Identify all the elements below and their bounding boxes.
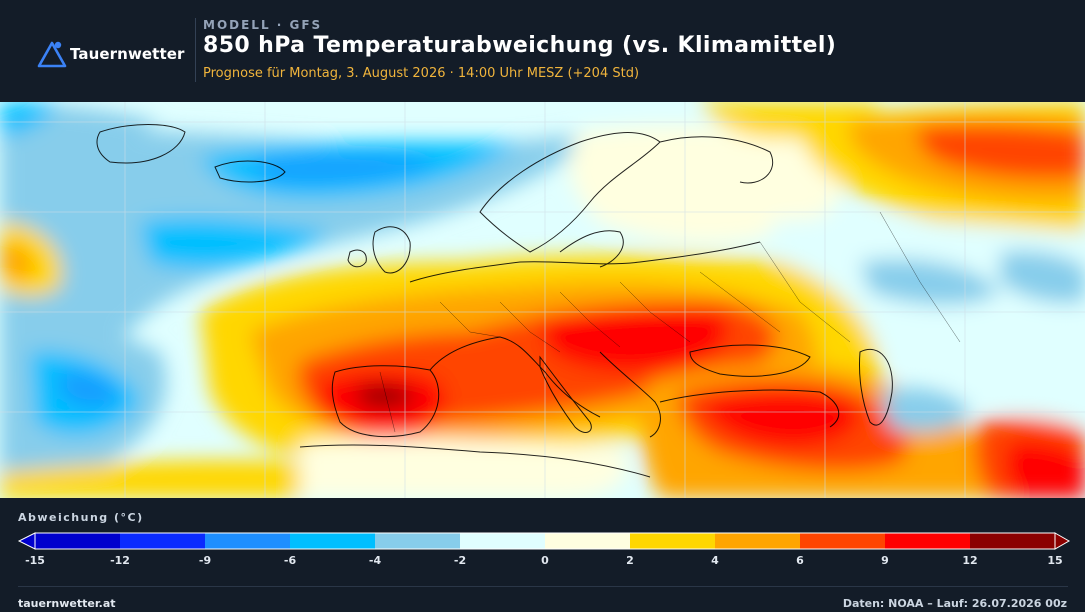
colorbar-bin	[460, 533, 546, 549]
legend-tick-label: 4	[711, 554, 719, 567]
legend: Abweichung (°C) -15 -12 -9 -6 -4 -2 0 2 4 6 9 12 15 …	[0, 498, 1085, 612]
colorbar-bin	[120, 533, 206, 549]
colorbar-bin	[715, 533, 801, 549]
legend-tick-label: -15	[25, 554, 45, 567]
colorbar-bin	[970, 533, 1056, 549]
colorbar-bin	[630, 533, 716, 549]
colorbar-bin	[35, 533, 121, 549]
data-credit: Daten: NOAA – Lauf: 26.07.2026 00z	[842, 597, 1067, 610]
colorbar-bin	[375, 533, 461, 549]
brand-name: Tauernwetter	[70, 45, 185, 63]
legend-tick-label: 2	[626, 554, 634, 567]
legend-tick-label: -6	[283, 554, 297, 567]
coastlines	[96, 124, 893, 478]
colorbar-bin	[205, 533, 291, 549]
colorbar-extend-low	[17, 532, 36, 550]
site-link[interactable]: tauernwetter.at	[18, 597, 116, 610]
country-borders	[379, 211, 961, 433]
legend-tick-label: 15	[1047, 554, 1063, 567]
page-title: 850 hPa Temperaturabweichung (vs. Klimam…	[203, 33, 837, 58]
legend-title: Abweichung (°C)	[18, 511, 144, 524]
model-label: MODELL · GFS	[203, 18, 323, 32]
header: Tauernwetter MODELL · GFS 850 hPa Temper…	[0, 0, 1085, 102]
legend-tick-label: -12	[110, 554, 130, 567]
map-canvas	[0, 102, 1085, 498]
header-divider	[195, 18, 196, 82]
colorbar-extend-high	[1054, 532, 1070, 550]
legend-tick-label: 9	[881, 554, 889, 567]
colorbar-bin	[885, 533, 971, 549]
anomaly-map[interactable]	[0, 102, 1085, 498]
legend-tick-label: -4	[368, 554, 382, 567]
colorbar-bin	[290, 533, 376, 549]
anomaly-field	[0, 102, 1085, 498]
colorbar-bin	[545, 533, 631, 549]
forecast-time: Prognose für Montag, 3. August 2026 · 14…	[203, 66, 640, 81]
colorbar-bin	[800, 533, 886, 549]
footer-divider	[18, 586, 1068, 587]
legend-tick-label: -2	[453, 554, 467, 567]
triangle-logo-icon	[37, 41, 67, 68]
legend-tick-label: 12	[962, 554, 978, 567]
colorbar	[17, 532, 1070, 550]
colorbar-outline	[34, 532, 1056, 550]
brand[interactable]: Tauernwetter	[37, 40, 185, 68]
legend-tick-label: 6	[796, 554, 804, 567]
map-gridlines	[0, 102, 1085, 498]
legend-tick-label: 0	[541, 554, 549, 567]
legend-tick-label: -9	[198, 554, 212, 567]
